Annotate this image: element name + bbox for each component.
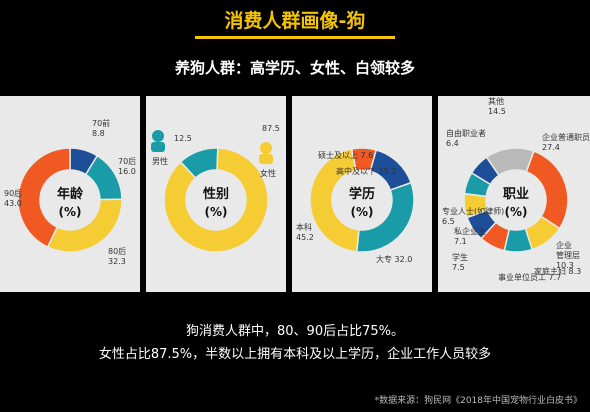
- slice-label-事业单位员工: 事业单位员工 7.7: [498, 272, 561, 282]
- slice-label-硕士及以上: 硕士及以上 7.6: [318, 150, 373, 160]
- legend-label-女性: 女性: [260, 168, 276, 178]
- slice-label-男性: 12.5: [174, 134, 192, 143]
- gender-panel: 性别 (%) 12.5 87.5 男性女性: [146, 96, 286, 292]
- slice-label-其他: 其他 14.5: [488, 96, 506, 116]
- page-title: 消费人群画像-狗: [224, 10, 366, 32]
- slice-女性: [163, 147, 269, 253]
- center-label: 性别: [203, 186, 229, 202]
- slice-label-70后: 70后 16.0: [118, 156, 136, 176]
- slice-label-企业普通职员: 企业普通职员 27.4: [542, 132, 590, 152]
- summary-line-1: 狗消费人群中，80、90后占比75%。: [186, 324, 404, 339]
- age-panel: 年龄 (%) 70前 8.8 70后 16.0 80后 32.3 90后 43.0: [0, 96, 140, 292]
- center-label: 学历: [349, 186, 375, 202]
- slice-90后: [17, 147, 71, 248]
- male-icon-body: [151, 142, 165, 152]
- slice-label-80后: 80后 32.3: [108, 246, 126, 266]
- slice-label-大专: 大专 32.0: [376, 254, 412, 264]
- slice-label-学生: 学生 7.5: [452, 252, 468, 272]
- center-unit-label: (%): [59, 205, 82, 219]
- legend-label-男性: 男性: [152, 156, 168, 166]
- summary-line-2: 女性占比87.5%，半数以上拥有本科及以上学历，企业工作人员较多: [98, 347, 492, 362]
- slice-label-家庭主妇: 家庭主妇 8.3: [534, 266, 581, 276]
- slice-label-高中及以下: 高中及以下 15.2: [336, 166, 396, 176]
- center-unit-label: (%): [505, 205, 528, 219]
- center-unit-label: (%): [351, 205, 374, 219]
- title-bar: 消费人群画像-狗: [195, 2, 395, 39]
- slice-label-自由职业者: 自由职业者 6.4: [446, 128, 486, 148]
- center-unit-label: (%): [205, 205, 228, 219]
- female-icon-body: [259, 154, 273, 164]
- slice-label-企业管理层: 企业管理层 10.3: [556, 240, 580, 270]
- center-label: 年龄: [57, 186, 84, 202]
- slice-label-专业人士: 专业人士(如律师) 6.5: [442, 206, 504, 226]
- page-subtitle: 养狗人群：高学历、女性、白领较多: [174, 59, 415, 77]
- source-note: *数据来源：狗民网《2018年中国宠物行业白皮书》: [374, 396, 582, 406]
- occupation-panel: 职业 (%) 企业普通职员 27.4 企业管理层 10.3 家庭主妇 8.3 事业单位员工 7…: [438, 96, 590, 292]
- slice-label-90后: 90后 43.0: [4, 188, 22, 208]
- male-icon: [152, 130, 164, 142]
- age-donut-chart: 年龄 (%) 70前 8.8 70后 16.0 80后 32.3 90后 43.0: [4, 118, 136, 266]
- slice-其他: [485, 147, 535, 177]
- education-panel: 学历 (%) 硕士及以上 7.6 高中及以下 15.2 大专 32.0 本科 45.2: [292, 96, 432, 292]
- slice-label-本科: 本科 45.2: [296, 222, 314, 242]
- slice-label-70前: 70前 8.8: [92, 118, 110, 138]
- female-icon: [260, 142, 272, 154]
- slice-label-女性: 87.5: [262, 124, 280, 133]
- center-label: 职业: [503, 186, 529, 202]
- slice-企业普通职员: [525, 150, 569, 230]
- slice-本科: [309, 148, 360, 253]
- slice-label-私企业主: 私企业主 7.1: [454, 226, 486, 246]
- education-donut-chart: 学历 (%) 硕士及以上 7.6 高中及以下 15.2 大专 32.0 本科 45.2: [296, 147, 415, 264]
